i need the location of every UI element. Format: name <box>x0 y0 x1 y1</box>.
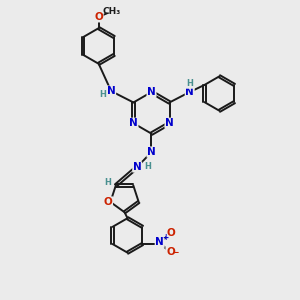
Text: +: + <box>163 233 169 242</box>
Text: N: N <box>165 118 174 128</box>
Text: O: O <box>104 197 112 207</box>
Text: N: N <box>147 147 156 157</box>
Text: N: N <box>107 86 116 96</box>
Text: H: H <box>144 162 151 171</box>
Text: O: O <box>94 12 103 22</box>
Text: O: O <box>166 248 175 257</box>
Text: N: N <box>147 87 156 97</box>
Text: N: N <box>155 237 164 247</box>
Text: −: − <box>171 248 178 257</box>
Text: H: H <box>99 90 106 99</box>
Text: CH₃: CH₃ <box>103 7 121 16</box>
Text: N: N <box>133 162 142 172</box>
Text: H: H <box>104 178 111 187</box>
Text: H: H <box>186 79 193 88</box>
Text: O: O <box>167 228 176 239</box>
Text: N: N <box>185 87 194 97</box>
Text: N: N <box>129 118 138 128</box>
